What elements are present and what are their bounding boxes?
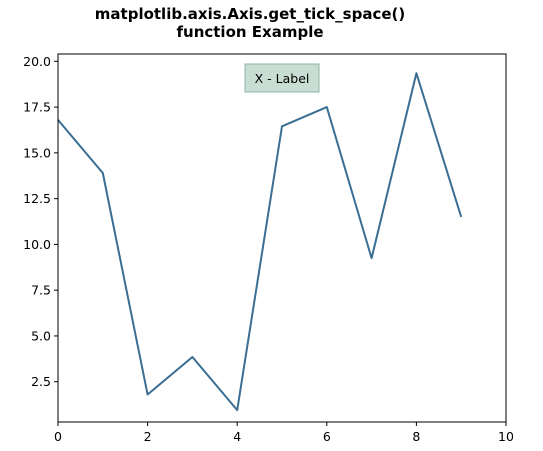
x-tick-label: 4 <box>233 429 241 444</box>
x-tick-label: 8 <box>412 429 420 444</box>
y-tick-label: 7.5 <box>31 283 51 298</box>
x-tick-label: 6 <box>323 429 331 444</box>
y-axis: 2.5 5.0 7.5 10.0 12.5 15.0 17.5 20.0 <box>23 54 58 389</box>
chart-title: matplotlib.axis.Axis.get_tick_space() fu… <box>0 5 500 41</box>
annotation-box: X - Label <box>244 63 320 93</box>
annotation-label: X - Label <box>255 71 310 86</box>
x-tick-label: 0 <box>54 429 62 444</box>
y-tick-label: 20.0 <box>23 54 51 69</box>
y-tick-label: 10.0 <box>23 237 51 252</box>
y-tick-label: 12.5 <box>23 191 51 206</box>
x-axis: 0 2 4 6 8 10 <box>54 422 514 444</box>
y-tick-label: 2.5 <box>31 374 51 389</box>
chart-title-line-1: matplotlib.axis.Axis.get_tick_space() <box>94 5 406 23</box>
y-tick-label: 5.0 <box>31 328 51 343</box>
annotation-background <box>244 63 320 93</box>
plot-area <box>57 53 507 423</box>
x-tick-label: 10 <box>498 429 514 444</box>
y-tick-label: 17.5 <box>23 100 51 115</box>
series-line <box>57 72 463 412</box>
x-tick-label: 2 <box>144 429 152 444</box>
y-tick-label: 15.0 <box>23 145 51 160</box>
chart-title-line-2: function Example <box>176 23 324 41</box>
